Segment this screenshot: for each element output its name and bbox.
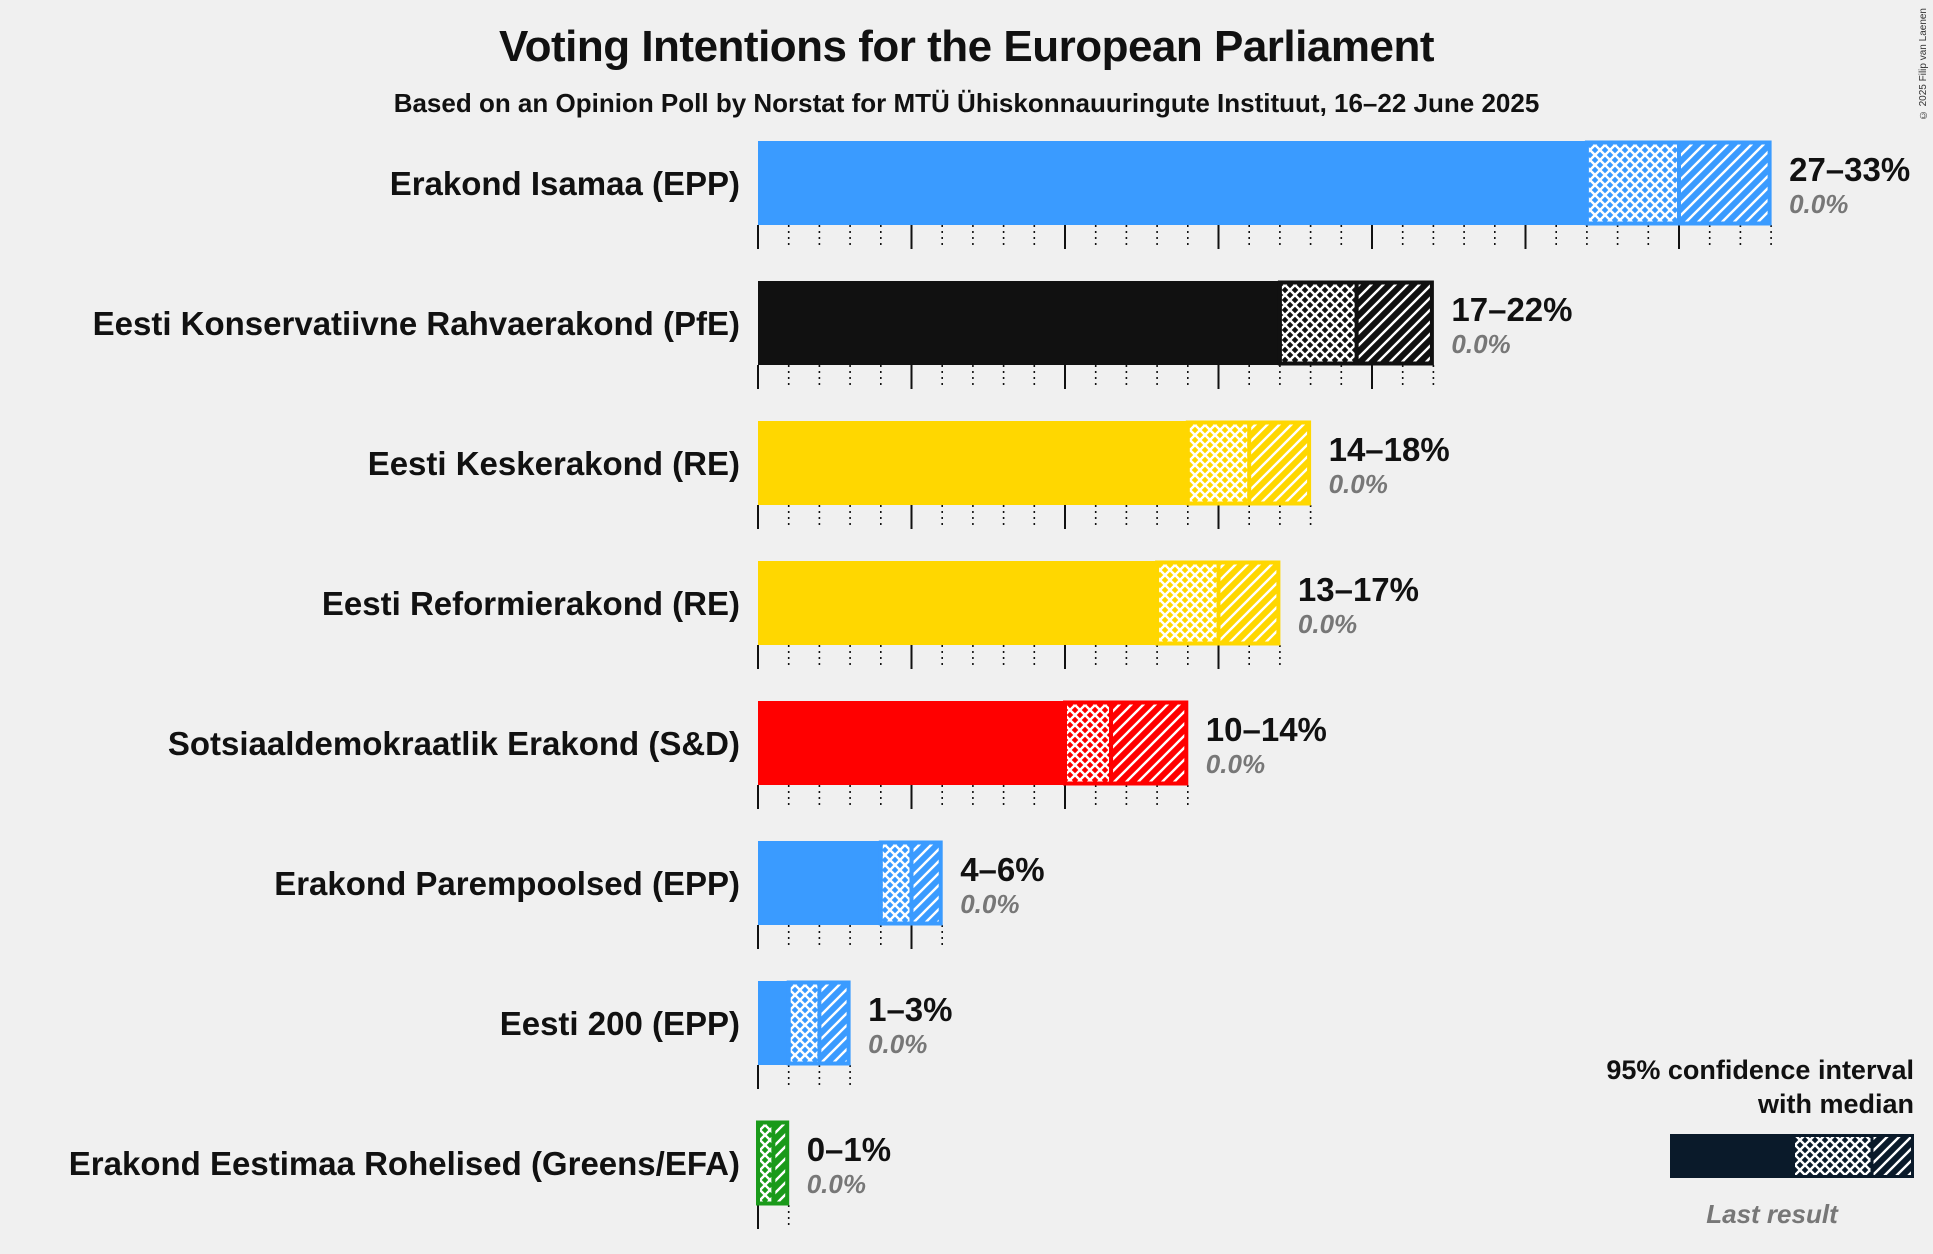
party-row: Erakond Parempoolsed (EPP) 4–6%0.0% xyxy=(274,840,1045,949)
party-row: Eesti Konservatiivne Rahvaerakond (PfE) 1… xyxy=(93,280,1573,389)
legend-title: 95% confidence interval with median xyxy=(1514,1053,1914,1121)
bar-ci-upper-hatch xyxy=(1679,141,1772,225)
bar-solid xyxy=(758,281,1280,365)
last-result-label: 0.0% xyxy=(960,889,1019,919)
range-label: 14–18% xyxy=(1329,431,1450,468)
bar-solid xyxy=(758,561,1158,645)
legend-title-line1: 95% confidence interval xyxy=(1606,1055,1914,1085)
bar-ci-lower-hatch xyxy=(1187,421,1250,505)
party-label: Eesti Konservatiivne Rahvaerakond (PfE) xyxy=(93,305,740,342)
bar-solid xyxy=(758,141,1587,225)
last-result-label: 0.0% xyxy=(1329,469,1388,499)
bar-ci-upper-hatch xyxy=(1249,421,1311,505)
legend-solid-swatch xyxy=(1670,1134,1792,1178)
bar-ci-upper-hatch xyxy=(1218,561,1280,645)
bar-ci-lower-hatch xyxy=(1279,281,1357,365)
party-row: Eesti 200 (EPP) 1–3%0.0% xyxy=(500,980,953,1089)
last-result-label: 0.0% xyxy=(1451,329,1510,359)
party-row: Sotsiaaldemokraatlik Erakond (S&D) 10–14%… xyxy=(168,700,1327,809)
legend-last-result-label: Last result xyxy=(1706,1199,1838,1229)
bar-solid xyxy=(758,981,789,1065)
party-row: Erakond Eestimaa Rohelised (Greens/EFA) 0… xyxy=(69,1120,891,1229)
bar-ci-upper-hatch xyxy=(819,981,851,1065)
bar-ci-lower-hatch xyxy=(788,981,820,1065)
range-label: 1–3% xyxy=(868,991,952,1028)
last-result-label: 0.0% xyxy=(1298,609,1357,639)
bars-layer: Erakond Isamaa (EPP) 27–33%0.0%Eesti Kons… xyxy=(69,140,1910,1229)
bar-ci-lower-hatch xyxy=(880,841,912,925)
last-result-label: 0.0% xyxy=(807,1169,866,1199)
range-label: 4–6% xyxy=(960,851,1044,888)
party-label: Sotsiaaldemokraatlik Erakond (S&D) xyxy=(168,725,740,762)
bar-ci-lower-hatch xyxy=(1157,561,1219,645)
party-row: Eesti Reformierakond (RE) 13–17%0.0% xyxy=(322,560,1419,669)
bar-ci-outline xyxy=(1063,700,1189,786)
legend-ci-lower-hatch xyxy=(1792,1134,1872,1178)
party-label: Erakond Parempoolsed (EPP) xyxy=(274,865,740,902)
range-label: 10–14% xyxy=(1206,711,1327,748)
last-result-label: 0.0% xyxy=(1789,189,1848,219)
range-label: 27–33% xyxy=(1789,151,1910,188)
legend-graphic xyxy=(1670,1134,1914,1178)
legend-ci-upper-hatch xyxy=(1872,1134,1914,1178)
party-label: Eesti Keskerakond (RE) xyxy=(368,445,740,482)
range-label: 17–22% xyxy=(1451,291,1572,328)
party-label: Erakond Eestimaa Rohelised (Greens/EFA) xyxy=(69,1145,740,1182)
legend-ci-outline xyxy=(1792,1134,1914,1178)
bar-solid xyxy=(758,421,1188,505)
party-row: Eesti Keskerakond (RE) 14–18%0.0% xyxy=(368,420,1450,529)
party-label: Eesti 200 (EPP) xyxy=(500,1005,740,1042)
bar-ci-upper-hatch xyxy=(1356,281,1434,365)
last-result-label: 0.0% xyxy=(1206,749,1265,779)
bar-ci-lower-hatch xyxy=(1065,701,1112,785)
bar-ci-upper-hatch xyxy=(1111,701,1188,785)
bar-solid xyxy=(758,841,881,925)
bar-ci-upper-hatch xyxy=(911,841,943,925)
chart-title: Voting Intentions for the European Parli… xyxy=(499,22,1434,71)
bar-solid xyxy=(758,701,1065,785)
range-label: 13–17% xyxy=(1298,571,1419,608)
party-label: Eesti Reformierakond (RE) xyxy=(322,585,740,622)
bar-ci-lower-hatch xyxy=(1586,141,1679,225)
bar-ci-lower-hatch xyxy=(758,1121,774,1205)
range-label: 0–1% xyxy=(807,1131,891,1168)
bar-ci-upper-hatch xyxy=(773,1121,789,1205)
chart-subtitle: Based on an Opinion Poll by Norstat for … xyxy=(393,88,1540,118)
last-result-label: 0.0% xyxy=(868,1029,927,1059)
party-label: Erakond Isamaa (EPP) xyxy=(390,165,740,202)
party-row: Erakond Isamaa (EPP) 27–33%0.0% xyxy=(390,140,1910,249)
legend-title-line2: with median xyxy=(1757,1089,1914,1119)
